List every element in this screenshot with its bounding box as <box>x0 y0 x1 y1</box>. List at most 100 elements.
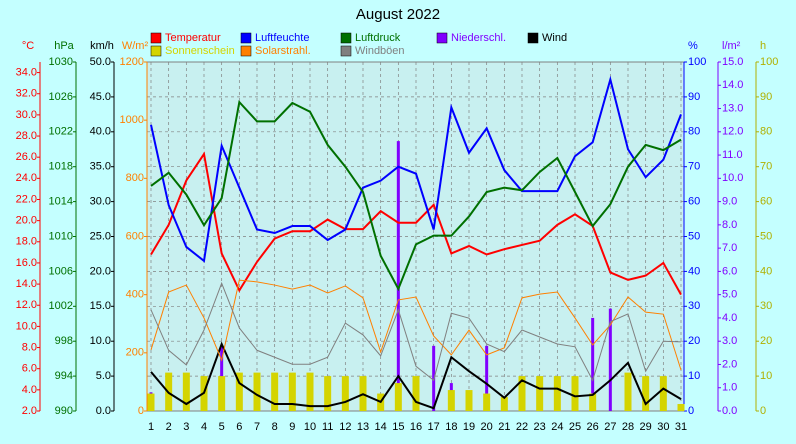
y-tick-label: 5.0 <box>722 289 737 301</box>
x-tick-label: 26 <box>587 421 599 433</box>
legend-label: Luftfeuchte <box>255 32 309 44</box>
y-tick-label: 20 <box>760 335 772 347</box>
y-tick-label: 1010 <box>49 230 73 242</box>
x-tick-label: 12 <box>339 421 351 433</box>
bar <box>306 372 314 411</box>
x-tick-label: 20 <box>481 421 493 433</box>
bar <box>485 345 489 411</box>
chart-title: August 2022 <box>356 6 440 23</box>
y-tick-label: 11.0 <box>722 149 743 161</box>
x-tick-label: 14 <box>375 421 387 433</box>
y-tick-label: 28.0 <box>16 130 37 142</box>
axis-unit-label: l/m² <box>722 40 741 52</box>
x-tick-label: 25 <box>569 421 581 433</box>
y-tick-label: 80 <box>760 126 772 138</box>
y-tick-label: 50 <box>760 230 772 242</box>
y-tick-label: 40 <box>688 265 700 277</box>
y-tick-label: 1006 <box>49 265 73 277</box>
y-tick-label: 30 <box>760 300 772 312</box>
legend-label: Solarstrahl. <box>255 45 311 57</box>
bar <box>608 308 612 411</box>
bar <box>624 372 632 411</box>
y-tick-label: 40.0 <box>90 126 111 138</box>
bar <box>218 376 226 411</box>
bar <box>500 397 508 411</box>
y-tick-label: 24.0 <box>16 172 37 184</box>
y-tick-label: 2.0 <box>722 358 737 370</box>
y-tick-label: 60 <box>760 196 772 208</box>
bar <box>394 383 402 411</box>
y-tick-label: 45.0 <box>90 91 111 103</box>
y-tick-label: 14.0 <box>16 278 37 290</box>
line-series <box>150 99 682 292</box>
y-tick-label: 10 <box>688 370 700 382</box>
y-tick-label: 998 <box>55 335 73 347</box>
x-tick-label: 3 <box>183 421 189 433</box>
x-tick-label: 24 <box>551 421 563 433</box>
bar <box>341 376 349 411</box>
legend-swatch <box>150 45 162 57</box>
x-tick-label: 22 <box>516 421 528 433</box>
axis-unit-label: °C <box>22 40 34 52</box>
y-tick-label: 34.0 <box>16 66 37 78</box>
y-tick-label: 100 <box>688 56 706 68</box>
legend-label: Niederschl. <box>451 32 506 44</box>
y-tick-label: 400 <box>126 289 144 301</box>
y-tick-label: 1018 <box>49 161 73 173</box>
y-tick-label: 5.0 <box>96 370 111 382</box>
x-tick-label: 5 <box>219 421 225 433</box>
y-tick-label: 8.0 <box>722 219 737 231</box>
y-tick-label: 50 <box>688 230 700 242</box>
y-tick-label: 30 <box>688 300 700 312</box>
legend-swatch <box>150 32 162 44</box>
y-tick-label: 20 <box>688 335 700 347</box>
x-tick-label: 17 <box>428 421 440 433</box>
y-tick-label: 4.0 <box>722 312 737 324</box>
y-tick-label: 800 <box>126 172 144 184</box>
y-tick-label: 35.0 <box>90 161 111 173</box>
axis-unit-label: hPa <box>54 40 74 52</box>
bar <box>235 372 243 411</box>
y-tick-label: 6.0 <box>22 363 37 375</box>
y-tick-label: 1.0 <box>722 382 737 394</box>
bar <box>271 372 279 411</box>
bar <box>147 393 155 411</box>
x-tick-label: 30 <box>657 421 669 433</box>
y-tick-label: 200 <box>126 347 144 359</box>
line-series <box>150 341 682 410</box>
bar <box>589 393 597 411</box>
y-tick-label: 30.0 <box>90 196 111 208</box>
y-tick-label: 600 <box>126 230 144 242</box>
x-tick-label: 7 <box>254 421 260 433</box>
y-tick-label: 7.0 <box>722 242 737 254</box>
bar <box>642 376 650 411</box>
x-tick-label: 8 <box>272 421 278 433</box>
bar <box>591 317 595 411</box>
y-tick-label: 12.0 <box>722 126 743 138</box>
y-tick-label: 6.0 <box>722 265 737 277</box>
legend-swatch <box>240 45 252 57</box>
x-tick-label: 19 <box>463 421 475 433</box>
y-tick-label: 10.0 <box>16 320 37 332</box>
bar <box>412 376 420 411</box>
bar <box>518 376 526 411</box>
x-tick-label: 23 <box>534 421 546 433</box>
y-tick-label: 15.0 <box>90 300 111 312</box>
y-tick-label: 80 <box>688 126 700 138</box>
y-tick-label: 1000 <box>120 114 144 126</box>
legend-swatch <box>340 45 352 57</box>
y-tick-label: 4.0 <box>22 384 37 396</box>
y-tick-label: 0.0 <box>96 405 111 417</box>
y-tick-label: 0 <box>688 405 694 417</box>
y-tick-label: 1014 <box>49 196 73 208</box>
y-tick-label: 32.0 <box>16 88 37 100</box>
bar <box>324 376 332 411</box>
x-tick-label: 11 <box>322 421 333 433</box>
y-tick-label: 994 <box>55 370 73 382</box>
y-tick-label: 25.0 <box>90 230 111 242</box>
x-tick-label: 29 <box>640 421 652 433</box>
y-tick-label: 990 <box>55 405 73 417</box>
y-tick-label: 70 <box>688 161 700 173</box>
line-series <box>150 281 682 382</box>
y-tick-label: 13.0 <box>722 102 743 114</box>
